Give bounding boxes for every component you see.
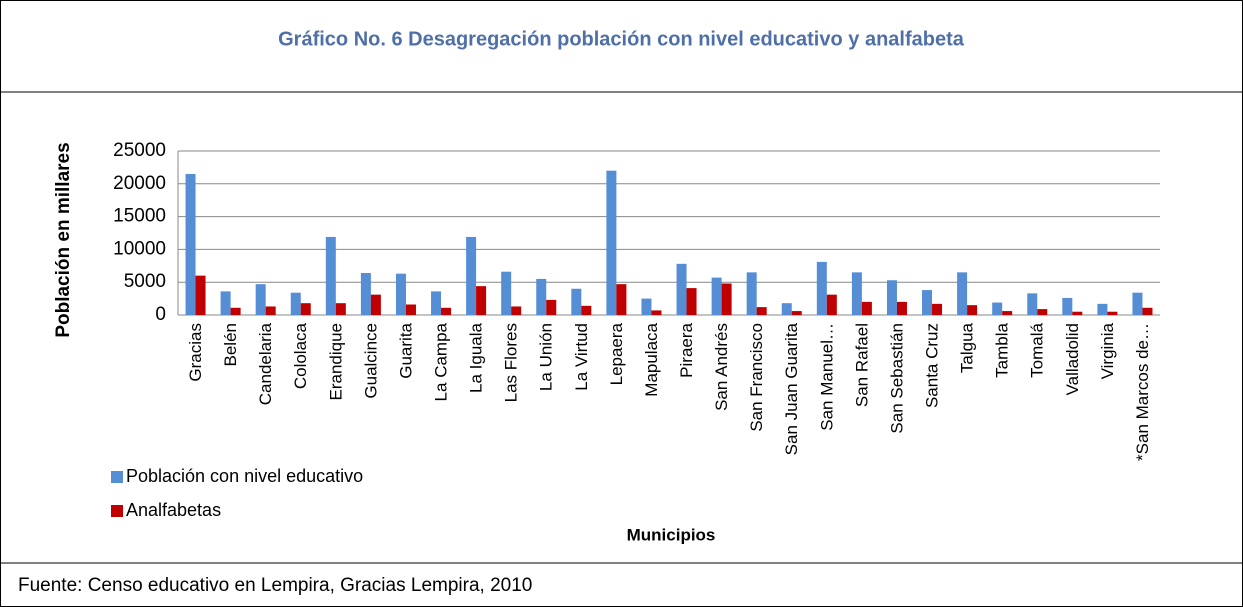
- bar: [431, 291, 442, 315]
- x-tick-label: Tomalá: [1028, 322, 1047, 377]
- x-tick-label: Las Flores: [502, 323, 521, 402]
- bar: [1142, 307, 1153, 315]
- x-tick-label: Virginia: [1098, 322, 1117, 379]
- bar: [1062, 297, 1073, 315]
- bar: [967, 305, 978, 315]
- x-tick-label: Mapulaca: [642, 322, 661, 396]
- chart-title: Gráfico No. 6 Desagregación población co…: [278, 28, 965, 50]
- bar: [922, 290, 933, 315]
- bar: [195, 275, 206, 315]
- bar: [1027, 293, 1038, 315]
- bar: [571, 288, 582, 315]
- bar: [230, 307, 241, 315]
- x-tick-label: La Campa: [432, 322, 451, 401]
- bar: [325, 236, 336, 315]
- x-tick-label: Gualcince: [361, 323, 380, 399]
- bar: [1132, 292, 1143, 315]
- legend-swatch: [111, 471, 123, 483]
- x-tick-label: Santa Cruz: [923, 323, 942, 408]
- bar: [581, 305, 592, 315]
- bar: [300, 303, 311, 315]
- bar: [220, 291, 231, 315]
- x-tick-label: San Juan Guarita: [782, 322, 801, 455]
- bar: [676, 263, 687, 315]
- y-tick-label: 5000: [124, 271, 166, 292]
- x-tick-label: La Iguala: [467, 322, 486, 392]
- bar: [616, 284, 627, 315]
- x-tick-label: Belén: [221, 323, 240, 366]
- bar: [255, 284, 266, 315]
- bar: [711, 277, 722, 315]
- y-tick-label: 15000: [113, 206, 166, 227]
- bar: [816, 261, 827, 315]
- source: Fuente: Censo educativo en Lempira, Grac…: [18, 575, 532, 596]
- bar: [1072, 311, 1083, 315]
- bar: [511, 306, 522, 315]
- bar: [370, 294, 381, 315]
- bar: [501, 271, 512, 315]
- bar: [1107, 311, 1118, 315]
- bar: [265, 306, 276, 315]
- bar: [395, 273, 406, 315]
- x-tick-label: Cololaca: [291, 322, 310, 389]
- legend-swatch: [111, 505, 123, 517]
- bar: [851, 272, 862, 315]
- legend-label: Analfabetas: [126, 500, 221, 520]
- x-tick-label: Valladolid: [1063, 323, 1082, 395]
- bar: [992, 302, 1003, 315]
- bar: [466, 236, 477, 315]
- legend-label: Población con nivel educativo: [126, 466, 363, 486]
- y-tick-label: 10000: [113, 238, 166, 259]
- x-tick-label: San Sebastián: [887, 323, 906, 434]
- x-tick-label: San Francisco: [747, 323, 766, 432]
- bar: [335, 303, 346, 315]
- bar: [606, 170, 617, 315]
- y-tick-label: 20000: [113, 173, 166, 194]
- bar: [360, 273, 371, 315]
- y-tick-label: 25000: [113, 140, 166, 161]
- bar: [826, 294, 837, 315]
- bar: [185, 173, 196, 315]
- bar: [791, 311, 802, 315]
- bar: [861, 301, 872, 315]
- x-tick-label: La Unión: [537, 323, 556, 391]
- bar: [290, 292, 301, 315]
- y-axis-label: Población en millares: [53, 142, 74, 337]
- x-tick-label: Lepaera: [607, 322, 626, 385]
- x-tick-label: Tambla: [993, 322, 1012, 377]
- bar: [886, 280, 897, 315]
- bar: [651, 310, 662, 315]
- x-tick-label: San Rafael: [852, 323, 871, 407]
- x-tick-label: Guarita: [396, 322, 415, 378]
- bar: [1037, 309, 1048, 315]
- bar: [546, 299, 557, 315]
- bar: [896, 301, 907, 315]
- bar: [686, 288, 697, 315]
- bar: [441, 307, 452, 315]
- x-tick-label: Talgua: [958, 322, 977, 373]
- y-tick-label: 0: [155, 304, 166, 325]
- x-tick-label: San Andrés: [712, 323, 731, 411]
- bar: [957, 272, 968, 315]
- x-tick-label: Piraera: [677, 322, 696, 377]
- bar: [781, 303, 792, 315]
- x-tick-label: Erandique: [326, 323, 345, 401]
- x-tick-label: Gracias: [186, 323, 205, 382]
- x-axis-label: Municipios: [627, 525, 716, 544]
- bar: [536, 278, 547, 315]
- bar: [1002, 311, 1013, 315]
- bar: [641, 298, 652, 315]
- bar: [756, 307, 767, 315]
- bar: [1097, 303, 1108, 315]
- bar: [721, 283, 732, 315]
- x-tick-label: San Manuel…: [817, 323, 836, 431]
- bar: [405, 304, 416, 315]
- x-tick-label: La Virtud: [572, 323, 591, 391]
- bar: [476, 286, 487, 315]
- bar: [932, 303, 943, 315]
- x-tick-label: Candelaria: [256, 322, 275, 405]
- x-tick-label: *San Marcos de…: [1133, 323, 1152, 461]
- bar: [746, 272, 757, 315]
